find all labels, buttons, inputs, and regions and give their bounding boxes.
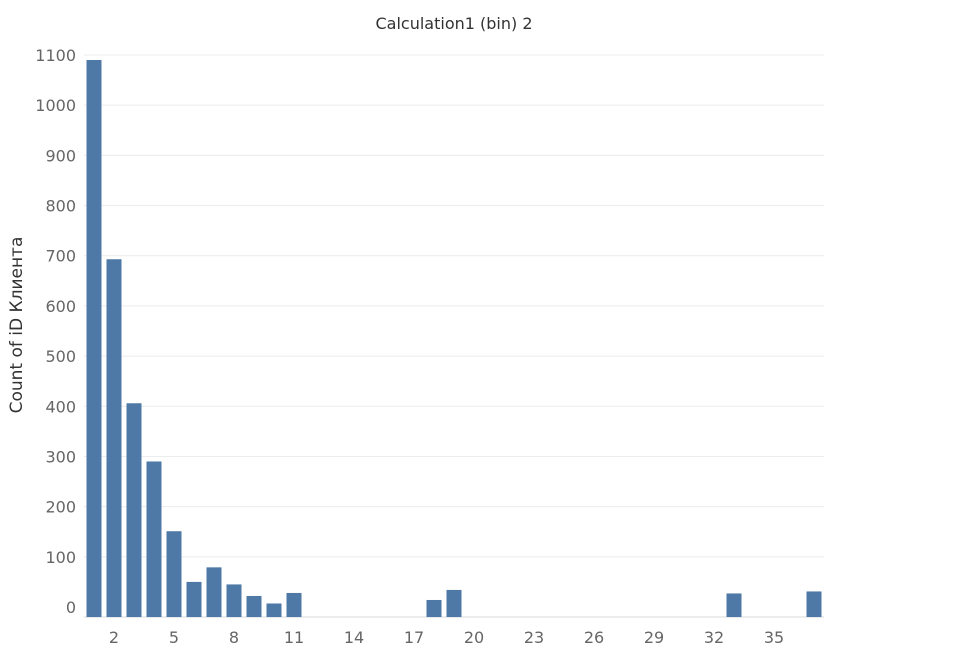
x-tick-label-8: 8 <box>229 628 239 647</box>
y-tick-label-200: 200 <box>45 498 76 517</box>
x-tick-label-23: 23 <box>524 628 544 647</box>
chart-title: Calculation1 (bin) 2 <box>375 14 532 33</box>
y-tick-label-900: 900 <box>45 146 76 165</box>
bar-bin-1[interactable] <box>86 60 102 618</box>
y-tick-label-0: 0 <box>66 598 76 617</box>
x-tick-label-11: 11 <box>284 628 304 647</box>
bar-bin-11[interactable] <box>286 592 302 618</box>
x-tick-label-17: 17 <box>404 628 424 647</box>
bar-bin-18[interactable] <box>426 599 442 618</box>
x-tick-label-32: 32 <box>704 628 724 647</box>
y-tick-label-1100: 1100 <box>35 46 76 65</box>
y-tick-label-400: 400 <box>45 397 76 416</box>
y-tick-label-1000: 1000 <box>35 96 76 115</box>
bar-bin-8[interactable] <box>226 584 242 618</box>
y-tick-label-600: 600 <box>45 297 76 316</box>
x-tick-label-2: 2 <box>109 628 119 647</box>
bar-bin-10[interactable] <box>266 603 282 618</box>
x-tick-label-20: 20 <box>464 628 484 647</box>
gridlines <box>84 54 824 618</box>
x-tick-label-26: 26 <box>584 628 604 647</box>
y-tick-label-500: 500 <box>45 347 76 366</box>
bar-bin-9[interactable] <box>246 595 262 618</box>
x-tick-label-14: 14 <box>344 628 364 647</box>
x-tick-label-29: 29 <box>644 628 664 647</box>
bars <box>86 60 822 618</box>
y-axis-title: Count of iD Клиента <box>7 237 27 414</box>
y-tick-label-100: 100 <box>45 548 76 567</box>
x-tick-label-35: 35 <box>764 628 784 647</box>
x-axis-ticks: 2 5 8 11 14 17 20 23 26 29 32 35 <box>109 628 784 647</box>
bar-bin-37[interactable] <box>806 591 822 618</box>
bar-bin-4[interactable] <box>146 461 162 618</box>
bar-bin-3[interactable] <box>126 403 142 618</box>
bar-bin-19[interactable] <box>446 589 462 618</box>
x-tick-label-5: 5 <box>169 628 179 647</box>
y-tick-label-300: 300 <box>45 447 76 466</box>
y-tick-label-700: 700 <box>45 247 76 266</box>
bar-bin-6[interactable] <box>186 581 202 618</box>
bar-bin-7[interactable] <box>206 567 222 618</box>
bar-bin-2[interactable] <box>106 259 122 618</box>
y-tick-label-800: 800 <box>45 197 76 216</box>
bar-bin-5[interactable] <box>166 531 182 618</box>
y-axis-ticks: 0 100 200 300 400 500 600 700 800 900 1000 1100 <box>35 46 76 617</box>
bar-bin-33[interactable] <box>726 593 742 618</box>
